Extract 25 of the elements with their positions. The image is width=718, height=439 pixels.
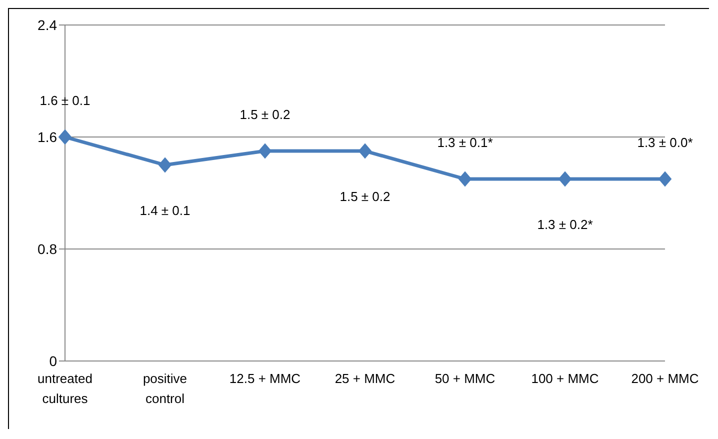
data-label: 1.3 ± 0.1* (437, 135, 493, 150)
point (258, 144, 272, 158)
data-label: 1.4 ± 0.1 (140, 203, 190, 218)
point (658, 172, 672, 186)
point (158, 158, 172, 172)
x-tick-label: 200 + MMC (631, 371, 699, 386)
y-tick-label: 2.4 (38, 16, 58, 33)
data-label: 1.5 ± 0.2 (240, 107, 290, 122)
x-tick-label: 50 + MMC (434, 371, 496, 386)
x-tick-label: positive control (142, 371, 188, 406)
x-tick-label: 100 + MMC (531, 371, 599, 386)
y-tick-label: 0 (49, 352, 58, 369)
point (358, 144, 372, 158)
point (58, 130, 72, 144)
data-label: 1.6 ± 0.1 (40, 93, 90, 108)
y-tick-label: 0.8 (38, 240, 58, 257)
point (458, 172, 472, 186)
x-tick-label: untreated cultures (38, 371, 92, 406)
x-tick-label: 25 + MMC (334, 371, 396, 386)
data-label: 1.3 ± 0.0* (637, 135, 693, 150)
point (558, 172, 572, 186)
data-label: 1.3 ± 0.2* (537, 217, 593, 232)
y-tick-label: 1.6 (38, 128, 58, 145)
x-tick-label: 12.5 + MMC (229, 371, 301, 386)
data-label: 1.5 ± 0.2 (340, 189, 390, 204)
